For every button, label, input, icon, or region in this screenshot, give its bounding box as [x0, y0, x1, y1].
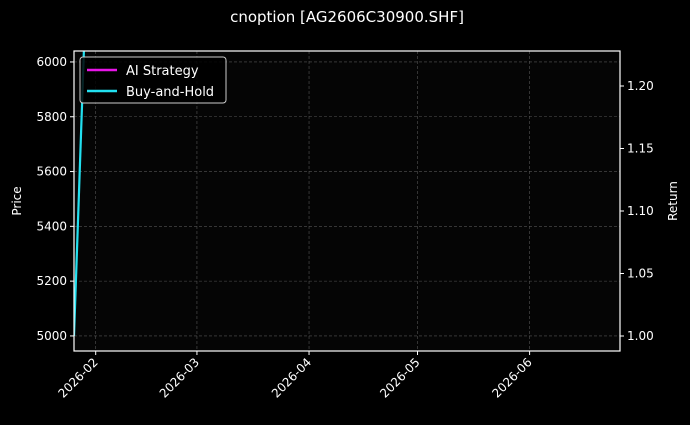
- legend-label-buy-and-hold: Buy-and-Hold: [126, 85, 214, 100]
- y-right-tick-label: 1.15: [627, 142, 654, 156]
- y-left-tick-label: 5200: [36, 274, 67, 288]
- y-right-tick-label: 1.05: [627, 267, 654, 281]
- y-left-tick-label: 5000: [36, 329, 67, 343]
- grid: [74, 51, 620, 351]
- legend: AI Strategy Buy-and-Hold: [79, 56, 227, 104]
- y-left-tick-label: 5800: [36, 110, 67, 124]
- y-right-label: Return: [666, 181, 680, 221]
- y-right-tick-label: 1.00: [627, 329, 654, 343]
- chart-title: cnoption [AG2606C30900.SHF]: [230, 8, 464, 26]
- plot-frame: [73, 50, 621, 352]
- y-right-tick-label: 1.20: [627, 79, 654, 93]
- y-left-tick-label: 5600: [36, 165, 67, 179]
- y-left-tick-label: 6000: [36, 55, 67, 69]
- y-left-tick-label: 5400: [36, 219, 67, 233]
- y-left-label: Price: [10, 186, 24, 215]
- y-right-tick-label: 1.10: [627, 204, 654, 218]
- legend-label-ai-strategy: AI Strategy: [126, 64, 199, 79]
